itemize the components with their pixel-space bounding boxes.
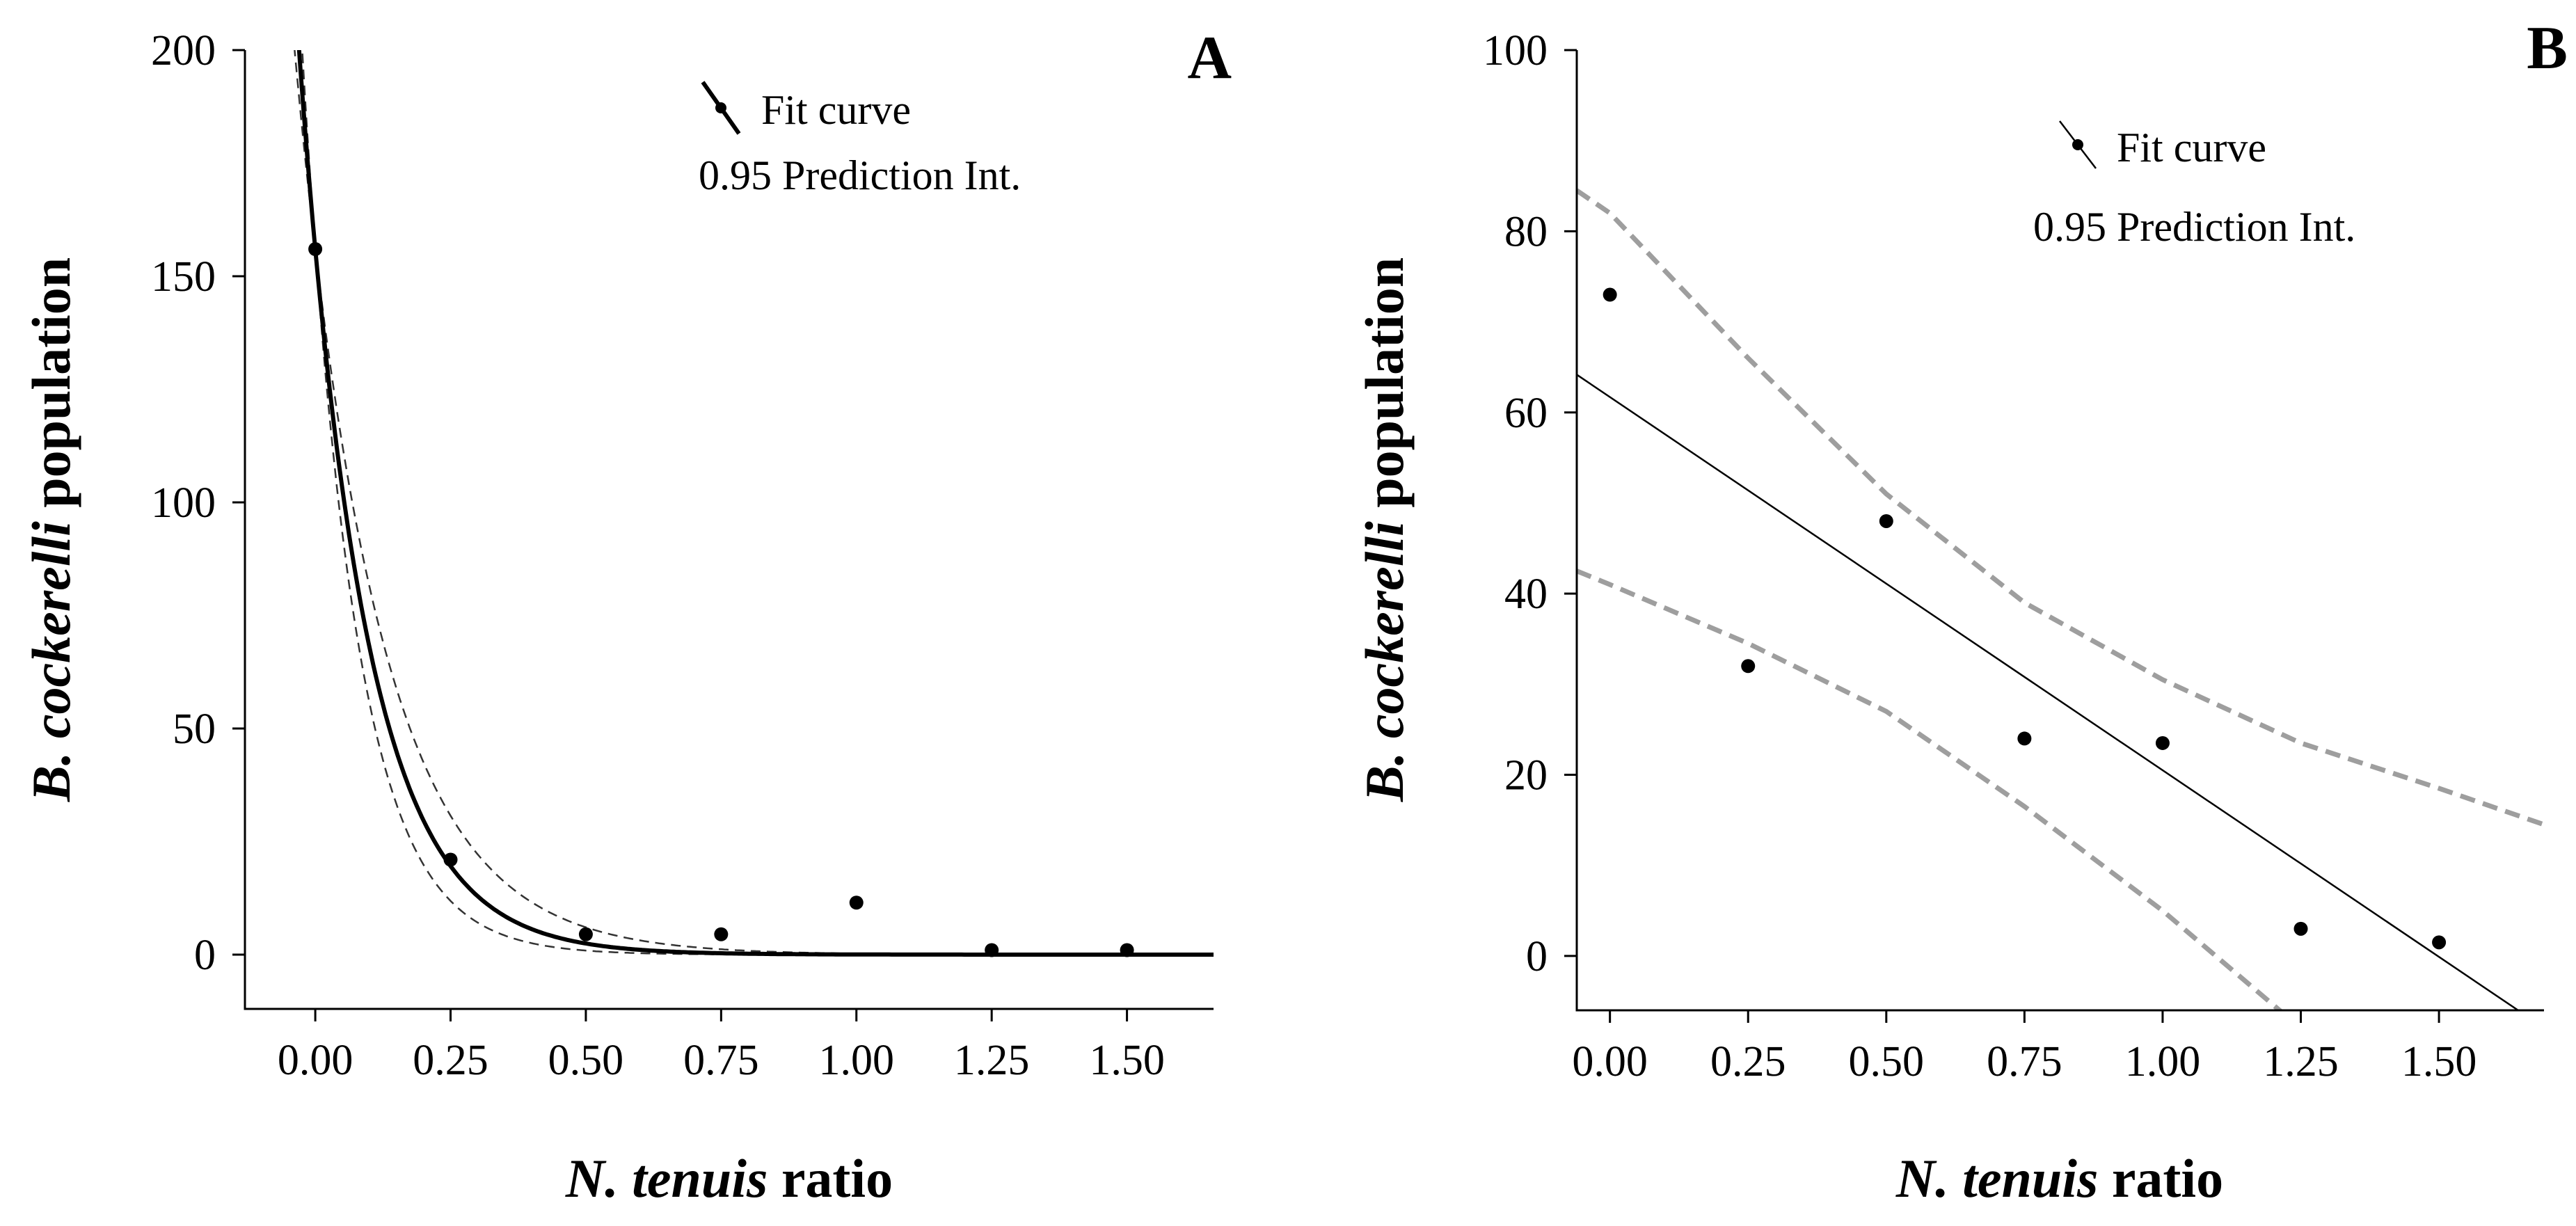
panel-a-data-point — [1120, 943, 1134, 957]
panel-b-letter: B — [2527, 15, 2568, 82]
panel-b-axes — [1575, 50, 2544, 1012]
panel-b-data-point — [2293, 921, 2308, 936]
panel-a-data-point — [714, 927, 729, 941]
panel-a-prediction-upper — [294, 50, 1214, 956]
panel-a-legend-pi-label: 0.95 Prediction Int. — [699, 152, 1021, 198]
panel-b-prediction-lower — [1577, 568, 2284, 1010]
panel-b-data-point — [1741, 659, 1756, 674]
panel-b-data-point — [2155, 735, 2170, 750]
panel-a-fit-curve — [296, 50, 1214, 957]
panel-a-x-tick-label: 0.75 — [683, 1037, 759, 1084]
panel-a-x-tick-label: 1.25 — [954, 1037, 1030, 1084]
panel-a-y-tick-label: 100 — [151, 479, 216, 527]
panel-b-y-axis-label: B. cockerelli population — [1354, 257, 1415, 802]
panel-a-y-tick-label: 50 — [173, 706, 216, 753]
panel-b-x-tick-label: 1.25 — [2263, 1038, 2339, 1085]
panel-b-fit-layer — [1577, 188, 2544, 1010]
panel-b-y-tick-label: 20 — [1504, 752, 1548, 799]
panel-b-y-tick-label: 40 — [1504, 571, 1548, 618]
panel-a-x-tick-label: 0.00 — [278, 1037, 353, 1084]
panel-a-x-tick-label: 0.50 — [548, 1037, 624, 1084]
panel-b-x-tick-label: 1.00 — [2125, 1038, 2201, 1085]
panel-a-data-point — [308, 242, 323, 256]
panel-b-data-point — [2017, 731, 2032, 746]
panel-a: 0.00 0.25 0.50 0.75 1.00 1.25 1.50 0 50 100 150 200… — [21, 24, 1232, 1209]
panel-a-legend: Fit curve 0.95 Prediction Int. — [699, 81, 1021, 198]
panel-a-x-axis-label: N. tenuis ratio — [565, 1148, 893, 1209]
panel-a-x-tick-label: 0.25 — [413, 1037, 488, 1084]
panel-b: 0.00 0.25 0.50 0.75 1.00 1.25 1.50 0 20 40 60 80 100… — [1354, 15, 2568, 1209]
panel-a-legend-fit-label: Fit curve — [761, 87, 911, 133]
panel-b-legend-fit-label: Fit curve — [2117, 125, 2266, 170]
panel-a-y-axis-label: B. cockerelli population — [21, 257, 81, 802]
panel-b-x-axis-label: N. tenuis ratio — [1895, 1148, 2223, 1209]
panel-a-data-point — [985, 943, 999, 957]
panel-b-data-point — [2432, 935, 2447, 950]
panel-b-y-tick-label: 60 — [1504, 390, 1548, 437]
panel-a-letter: A — [1187, 24, 1232, 92]
panel-b-legend-pi-label: 0.95 Prediction Int. — [2033, 204, 2355, 250]
panel-b-legend: Fit curve 0.95 Prediction Int. — [2033, 120, 2355, 250]
panel-a-y-tick-label: 0 — [194, 932, 216, 979]
panel-a-data-point — [849, 895, 864, 910]
panel-b-prediction-upper — [1577, 188, 2544, 827]
panel-b-y-tick-label: 80 — [1504, 208, 1548, 255]
panel-a-prediction-lower — [301, 50, 1214, 956]
panel-a-legend-fit-dot — [715, 102, 726, 113]
panel-a-y-tick-label: 150 — [151, 253, 216, 301]
panel-b-data-point — [1879, 514, 1893, 528]
panel-a-points — [308, 242, 1134, 957]
panel-b-x-tick-label: 1.50 — [2401, 1038, 2477, 1085]
panel-b-legend-fit-dot — [2072, 139, 2083, 150]
panel-b-x-tick-label: 0.50 — [1849, 1038, 1925, 1085]
panel-b-x-tick-label: 0.25 — [1710, 1038, 1786, 1085]
panel-a-data-point — [443, 852, 458, 867]
panel-b-y-tick-label: 0 — [1526, 933, 1548, 980]
panel-b-ticks: 0.00 0.25 0.50 0.75 1.00 1.25 1.50 0 20 40 60 80 100 — [1483, 27, 2476, 1085]
panel-b-fit-line — [1577, 374, 2520, 1010]
panel-a-fit-layer — [294, 50, 1214, 957]
panel-b-x-tick-label: 0.75 — [1987, 1038, 2062, 1085]
panel-a-x-tick-label: 1.50 — [1089, 1037, 1165, 1084]
panel-a-y-tick-label: 200 — [151, 27, 216, 74]
panel-b-points — [1603, 287, 2447, 950]
panel-a-x-tick-label: 1.00 — [818, 1037, 894, 1084]
panel-b-x-tick-label: 0.00 — [1572, 1038, 1648, 1085]
panel-b-y-tick-label: 100 — [1483, 27, 1548, 74]
panel-a-data-point — [578, 927, 593, 941]
panel-a-axes — [244, 50, 1214, 1010]
panel-b-data-point — [1603, 287, 1617, 302]
panel-a-ticks: 0.00 0.25 0.50 0.75 1.00 1.25 1.50 0 50 100 150 200 — [151, 27, 1165, 1084]
